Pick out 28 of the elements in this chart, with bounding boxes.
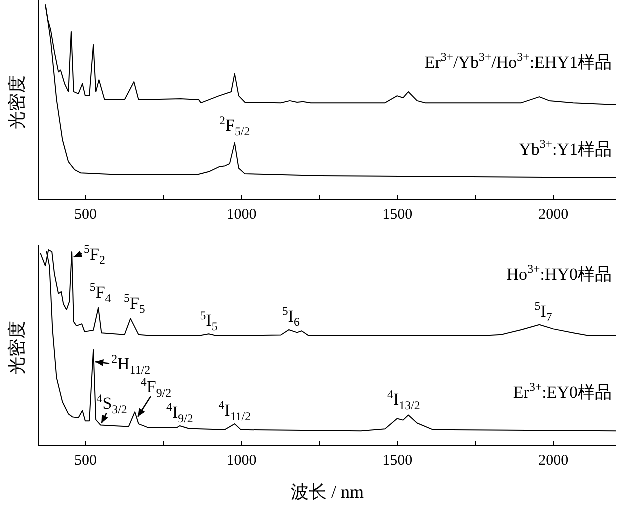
annotation: $^{5}$I$_{5}$ <box>200 308 218 334</box>
y-axis-title: 光密度 <box>7 76 27 130</box>
annotation: $^{2}$F$_{5/2}$ <box>220 113 250 138</box>
x-tick-label: 1000 <box>226 207 257 223</box>
x-tick-label: 2000 <box>538 453 569 469</box>
annotation: $^{5}$I$_{7}$ <box>534 299 552 324</box>
annotation: $^{5}$F$_{2}$ <box>84 242 106 268</box>
x-tick-label: 500 <box>74 207 98 223</box>
x-axis-title: 波长 / nm <box>290 482 364 502</box>
annotation: $^{5}$I$_{6}$ <box>282 304 300 330</box>
annotation: $^{4}$F$_{9/2}$ <box>140 374 172 400</box>
annotation: $^{5}$F$_{5}$ <box>124 290 146 316</box>
annotation: $^{4}$S$_{3/2}$ <box>96 391 128 416</box>
annotation: $^{4}$I$_{13/2}$ <box>388 387 420 412</box>
x-tick-label: 500 <box>74 453 98 469</box>
series-label: Er$^{3+}$:EY0样品 <box>513 380 612 402</box>
y-axis-title: 光密度 <box>7 321 27 375</box>
annotation: $^{2}$H$_{11/2}$ <box>112 352 151 377</box>
annotation: $^{4}$I$_{9/2}$ <box>166 400 194 426</box>
annotation: $^{4}$I$_{11/2}$ <box>218 398 252 424</box>
x-tick-label: 1500 <box>382 453 413 469</box>
series-label: Yb$^{3+}$:Y1样品 <box>519 137 612 159</box>
x-tick-label: 1000 <box>226 453 257 469</box>
x-tick-label: 1500 <box>382 207 413 223</box>
x-tick-label: 2000 <box>538 207 569 223</box>
text: Ho$^{3+}$:HY0样品 <box>506 262 612 284</box>
annotation: $^{5}$F$_{4}$ <box>90 280 112 306</box>
series-label: Er$^{3+}$/Yb$^{3+}$/Ho$^{3+}$:EHY1样品 <box>424 50 612 72</box>
